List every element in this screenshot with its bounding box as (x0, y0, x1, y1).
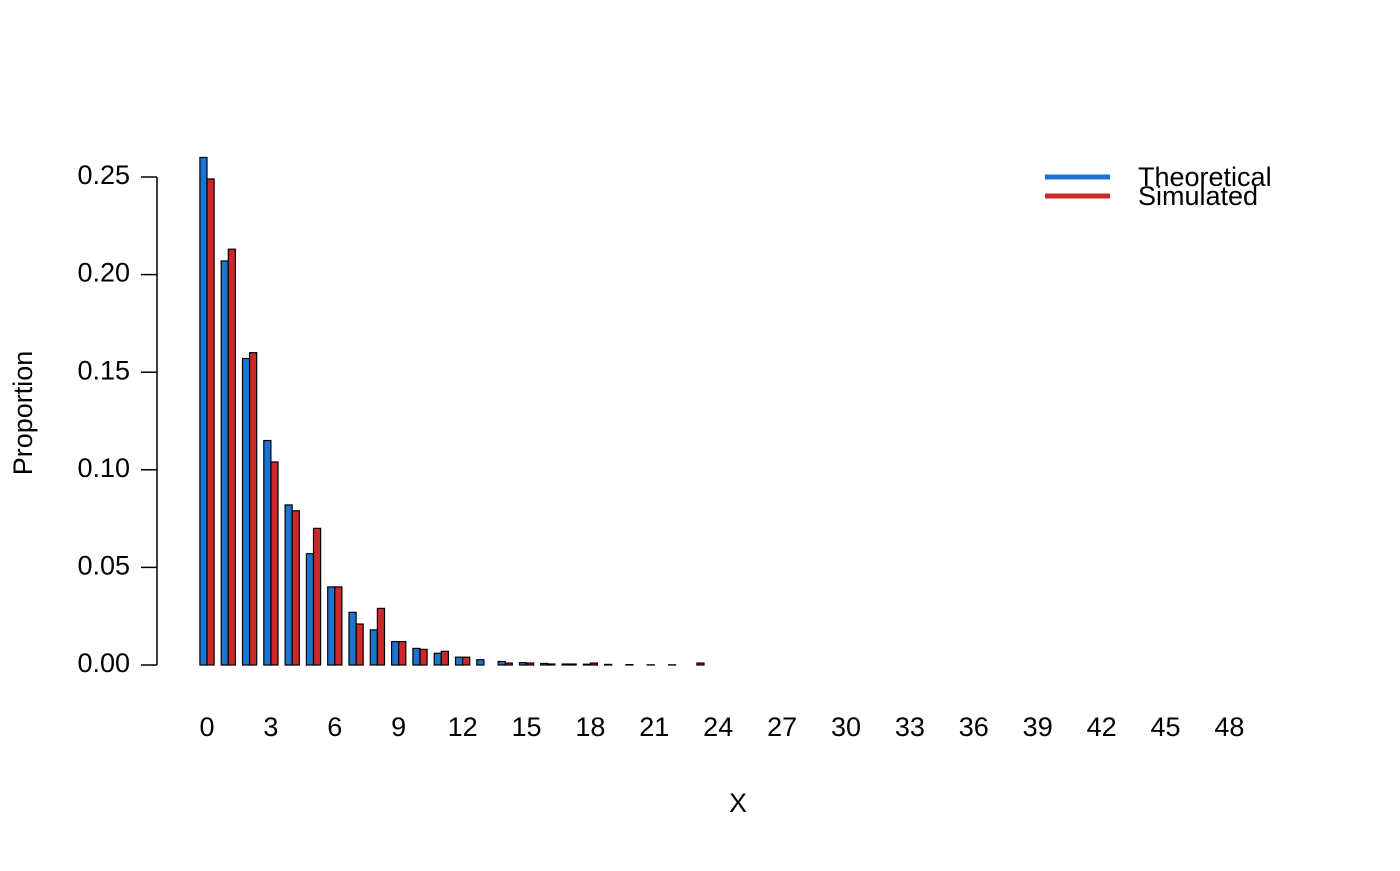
bar (477, 660, 484, 665)
x-axis-label: X (729, 788, 747, 818)
y-tick-label: 0.05 (77, 551, 130, 581)
bar (697, 663, 704, 665)
bar (541, 663, 548, 665)
bar (356, 624, 363, 665)
bar (314, 528, 321, 665)
x-tick-label: 21 (639, 712, 669, 742)
x-tick-label: 12 (448, 712, 478, 742)
bar (399, 642, 406, 665)
legend-label: Simulated (1138, 181, 1258, 211)
bar (370, 630, 377, 665)
x-tick-label: 18 (575, 712, 605, 742)
x-tick-label: 33 (895, 712, 925, 742)
y-tick-label: 0.15 (77, 355, 130, 385)
bar (228, 249, 235, 665)
bar (527, 663, 534, 665)
y-tick-label: 0.10 (77, 453, 130, 483)
bar (349, 612, 356, 665)
bar (434, 653, 441, 665)
x-tick-label: 36 (959, 712, 989, 742)
x-tick-label: 42 (1087, 712, 1117, 742)
bar (569, 664, 576, 665)
y-tick-label: 0.25 (77, 160, 130, 190)
bar (498, 661, 505, 665)
bar (243, 359, 250, 665)
y-tick-label: 0.20 (77, 258, 130, 288)
x-tick-label: 39 (1023, 712, 1053, 742)
x-tick-label: 27 (767, 712, 797, 742)
x-tick-label: 45 (1150, 712, 1180, 742)
bar (463, 657, 470, 665)
bar (420, 649, 427, 665)
bar (519, 663, 526, 665)
x-tick-label: 9 (391, 712, 406, 742)
bar (264, 441, 271, 665)
bar (583, 664, 590, 665)
bar (285, 505, 292, 665)
bar (328, 587, 335, 665)
x-tick-label: 30 (831, 712, 861, 742)
y-tick-label: 0.00 (77, 648, 130, 678)
bar (413, 648, 420, 665)
bar (221, 261, 228, 665)
bar (292, 511, 299, 665)
y-axis-label: Proportion (8, 351, 38, 476)
bar (207, 179, 214, 665)
x-tick-label: 0 (199, 712, 214, 742)
x-tick-label: 24 (703, 712, 733, 742)
bar (605, 664, 612, 665)
x-tick-label: 48 (1214, 712, 1244, 742)
bar (377, 608, 384, 665)
x-tick-label: 6 (327, 712, 342, 742)
x-tick-label: 15 (511, 712, 541, 742)
bar (590, 663, 597, 665)
bar (271, 462, 278, 665)
bar (335, 587, 342, 665)
bar (392, 642, 399, 665)
x-tick-label: 3 (263, 712, 278, 742)
bar (562, 664, 569, 665)
bar (250, 353, 257, 665)
bar (548, 664, 555, 665)
bar (306, 554, 313, 665)
bar (200, 157, 207, 665)
bar (441, 651, 448, 665)
bar (505, 663, 512, 665)
bar (456, 657, 463, 665)
